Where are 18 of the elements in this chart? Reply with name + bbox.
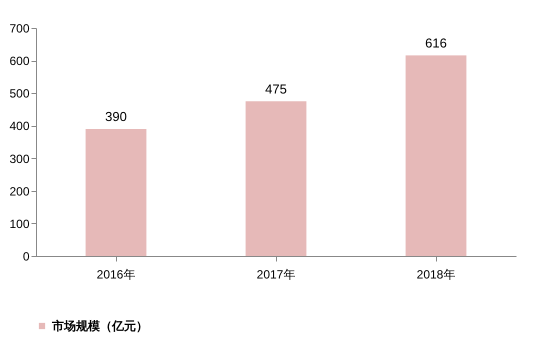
x-tick-label: 2018年 <box>416 268 456 282</box>
data-label: 390 <box>105 108 127 124</box>
y-tick-label: 200 <box>9 184 30 198</box>
x-tick-label: 2016年 <box>96 268 136 282</box>
y-tick-label: 500 <box>9 86 30 101</box>
y-tick-label: 600 <box>9 54 30 68</box>
bar <box>406 55 466 256</box>
y-tick-label: 300 <box>9 152 30 166</box>
data-label: 616 <box>425 35 447 50</box>
y-tick-label: 0 <box>22 250 30 264</box>
y-tick-label: 400 <box>9 119 30 134</box>
legend-label: 市场规模（亿元） <box>51 319 148 333</box>
bar <box>246 101 306 256</box>
x-tick-label: 2017年 <box>256 268 296 282</box>
bar <box>86 128 146 256</box>
y-tick-label: 100 <box>9 216 30 231</box>
y-tick-label: 700 <box>9 22 30 36</box>
data-label: 475 <box>265 81 287 96</box>
